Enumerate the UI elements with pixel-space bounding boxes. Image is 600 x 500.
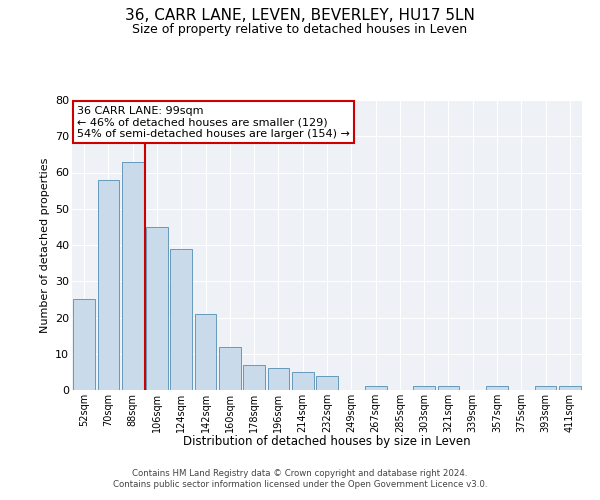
Bar xyxy=(268,368,289,390)
Bar xyxy=(559,386,581,390)
Bar xyxy=(365,386,386,390)
Text: 36, CARR LANE, LEVEN, BEVERLEY, HU17 5LN: 36, CARR LANE, LEVEN, BEVERLEY, HU17 5LN xyxy=(125,8,475,22)
Text: Size of property relative to detached houses in Leven: Size of property relative to detached ho… xyxy=(133,22,467,36)
Bar xyxy=(486,386,508,390)
Bar xyxy=(243,364,265,390)
Y-axis label: Number of detached properties: Number of detached properties xyxy=(40,158,50,332)
Bar xyxy=(194,314,217,390)
Bar xyxy=(437,386,460,390)
Bar xyxy=(292,372,314,390)
Bar xyxy=(316,376,338,390)
Bar xyxy=(535,386,556,390)
Text: Contains HM Land Registry data © Crown copyright and database right 2024.: Contains HM Land Registry data © Crown c… xyxy=(132,468,468,477)
Text: 36 CARR LANE: 99sqm
← 46% of detached houses are smaller (129)
54% of semi-detac: 36 CARR LANE: 99sqm ← 46% of detached ho… xyxy=(77,106,350,139)
Bar xyxy=(73,300,95,390)
Text: Distribution of detached houses by size in Leven: Distribution of detached houses by size … xyxy=(183,435,471,448)
Text: Contains public sector information licensed under the Open Government Licence v3: Contains public sector information licen… xyxy=(113,480,487,489)
Bar xyxy=(170,248,192,390)
Bar xyxy=(97,180,119,390)
Bar xyxy=(122,162,143,390)
Bar xyxy=(219,346,241,390)
Bar xyxy=(146,227,168,390)
Bar xyxy=(413,386,435,390)
